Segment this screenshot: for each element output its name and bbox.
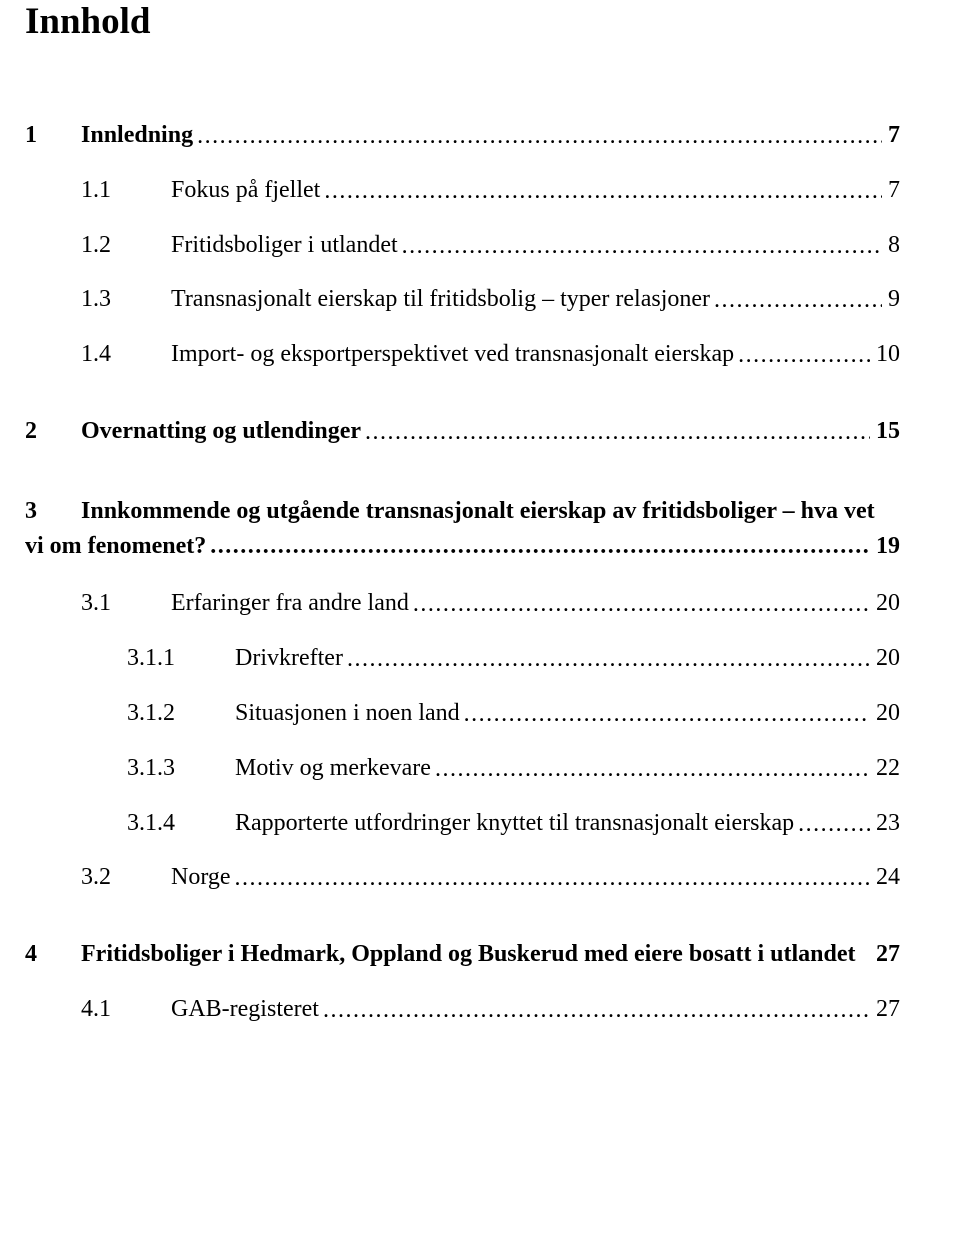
toc-entry-multiline: 3 Innkommende og utgående transnasjonalt… <box>25 494 900 564</box>
toc-page: 9 <box>882 285 900 314</box>
toc-page: 20 <box>870 644 900 673</box>
toc-page: 22 <box>870 754 900 783</box>
toc-number: 1.3 <box>25 285 171 314</box>
toc-leader <box>409 590 870 619</box>
toc-number: 4 <box>25 940 81 969</box>
toc-number: 3.1.2 <box>25 699 235 728</box>
toc-leader <box>431 755 870 784</box>
toc-leader <box>343 645 870 674</box>
toc-entry: 3.2 Norge 24 <box>25 863 900 892</box>
toc-entry: 2 Overnatting og utlendinger 15 <box>25 417 900 446</box>
toc-number: 1.1 <box>25 176 171 205</box>
toc-page: 24 <box>870 863 900 892</box>
toc-entry: 3.1.4 Rapporterte utfordringer knyttet t… <box>25 809 900 838</box>
toc-entry: 1.3 Transnasjonalt eierskap til fritidsb… <box>25 285 900 314</box>
spacer <box>25 472 900 494</box>
toc-leader <box>231 864 870 893</box>
document-page: Innhold 1 Innledning 7 1.1 Fokus på fjel… <box>0 0 960 1245</box>
toc-leader <box>206 529 870 564</box>
toc-page: 10 <box>870 340 900 369</box>
toc-entry: 1.2 Fritidsboliger i utlandet 8 <box>25 231 900 260</box>
toc-leader <box>319 996 870 1025</box>
toc-label-line1: Innkommende og utgående transnasjonalt e… <box>81 494 875 529</box>
toc-label: Overnatting og utlendinger <box>81 417 361 446</box>
toc-number: 3.1 <box>25 589 171 618</box>
toc-number: 2 <box>25 417 81 446</box>
toc-leader <box>460 700 870 729</box>
toc-entry: 3.1.2 Situasjonen i noen land 20 <box>25 699 900 728</box>
toc-entry: 3.1.1 Drivkrefter 20 <box>25 644 900 673</box>
toc-label: Innledning <box>81 121 193 150</box>
toc-number: 1.4 <box>25 340 171 369</box>
toc-leader <box>710 286 882 315</box>
toc-page: 27 <box>870 995 900 1024</box>
toc-leader <box>398 232 882 261</box>
toc-label: Situasjonen i noen land <box>235 699 460 728</box>
spacer <box>25 395 900 417</box>
toc-leader <box>734 341 870 370</box>
toc-label: GAB-registeret <box>171 995 319 1024</box>
toc-leader <box>193 122 882 151</box>
toc-page: 19 <box>870 529 900 564</box>
toc-number: 1.2 <box>25 231 171 260</box>
toc-page: 8 <box>882 231 900 260</box>
toc-label: Drivkrefter <box>235 644 343 673</box>
toc-leader <box>320 177 882 206</box>
toc-number: 3.1.3 <box>25 754 235 783</box>
toc-entry: 3.1.3 Motiv og merkevare 22 <box>25 754 900 783</box>
toc-page: 23 <box>870 809 900 838</box>
spacer <box>25 918 900 940</box>
toc-leader <box>794 810 870 839</box>
toc-page: 20 <box>870 589 900 618</box>
toc-entry: 4 Fritidsboliger i Hedmark, Oppland og B… <box>25 940 900 969</box>
toc-page: 27 <box>870 940 900 969</box>
toc-leader <box>361 418 870 447</box>
toc-entry: 4.1 GAB-registeret 27 <box>25 995 900 1024</box>
toc-label-line2: vi om fenomenet? <box>25 529 206 564</box>
page-title: Innhold <box>25 0 900 43</box>
toc-entry: 3.1 Erfaringer fra andre land 20 <box>25 589 900 618</box>
toc-entry: 1 Innledning 7 <box>25 121 900 150</box>
toc-label: Fritidsboliger i Hedmark, Oppland og Bus… <box>81 940 870 969</box>
toc-label: Transnasjonalt eierskap til fritidsbolig… <box>171 285 710 314</box>
toc-label: Rapporterte utfordringer knyttet til tra… <box>235 809 794 838</box>
toc-entry: 1.1 Fokus på fjellet 7 <box>25 176 900 205</box>
toc-label: Norge <box>171 863 231 892</box>
toc-number: 3.1.1 <box>25 644 235 673</box>
toc-label: Fritidsboliger i utlandet <box>171 231 398 260</box>
toc-page: 15 <box>870 417 900 446</box>
toc-label: Import- og eksportperspektivet ved trans… <box>171 340 734 369</box>
toc-number: 1 <box>25 121 81 150</box>
toc-label: Motiv og merkevare <box>235 754 431 783</box>
toc-page: 7 <box>882 121 900 150</box>
toc-page: 7 <box>882 176 900 205</box>
toc-number: 3.1.4 <box>25 809 235 838</box>
toc-entry: 1.4 Import- og eksportperspektivet ved t… <box>25 340 900 369</box>
toc-number: 3.2 <box>25 863 171 892</box>
toc-label: Erfaringer fra andre land <box>171 589 409 618</box>
toc-label: Fokus på fjellet <box>171 176 320 205</box>
toc-number: 3 <box>25 494 81 529</box>
toc-number: 4.1 <box>25 995 171 1024</box>
toc-page: 20 <box>870 699 900 728</box>
